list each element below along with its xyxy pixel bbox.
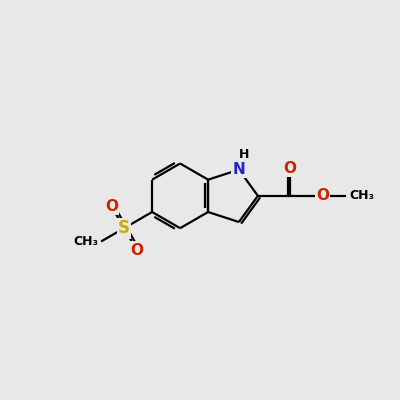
Text: O: O [316,188,329,203]
Text: H: H [239,148,249,161]
Text: S: S [118,219,130,237]
Text: O: O [130,242,143,258]
Text: O: O [105,199,118,214]
Text: CH₃: CH₃ [73,235,98,248]
Text: N: N [232,162,245,177]
Text: O: O [284,161,297,176]
Text: CH₃: CH₃ [350,189,374,202]
